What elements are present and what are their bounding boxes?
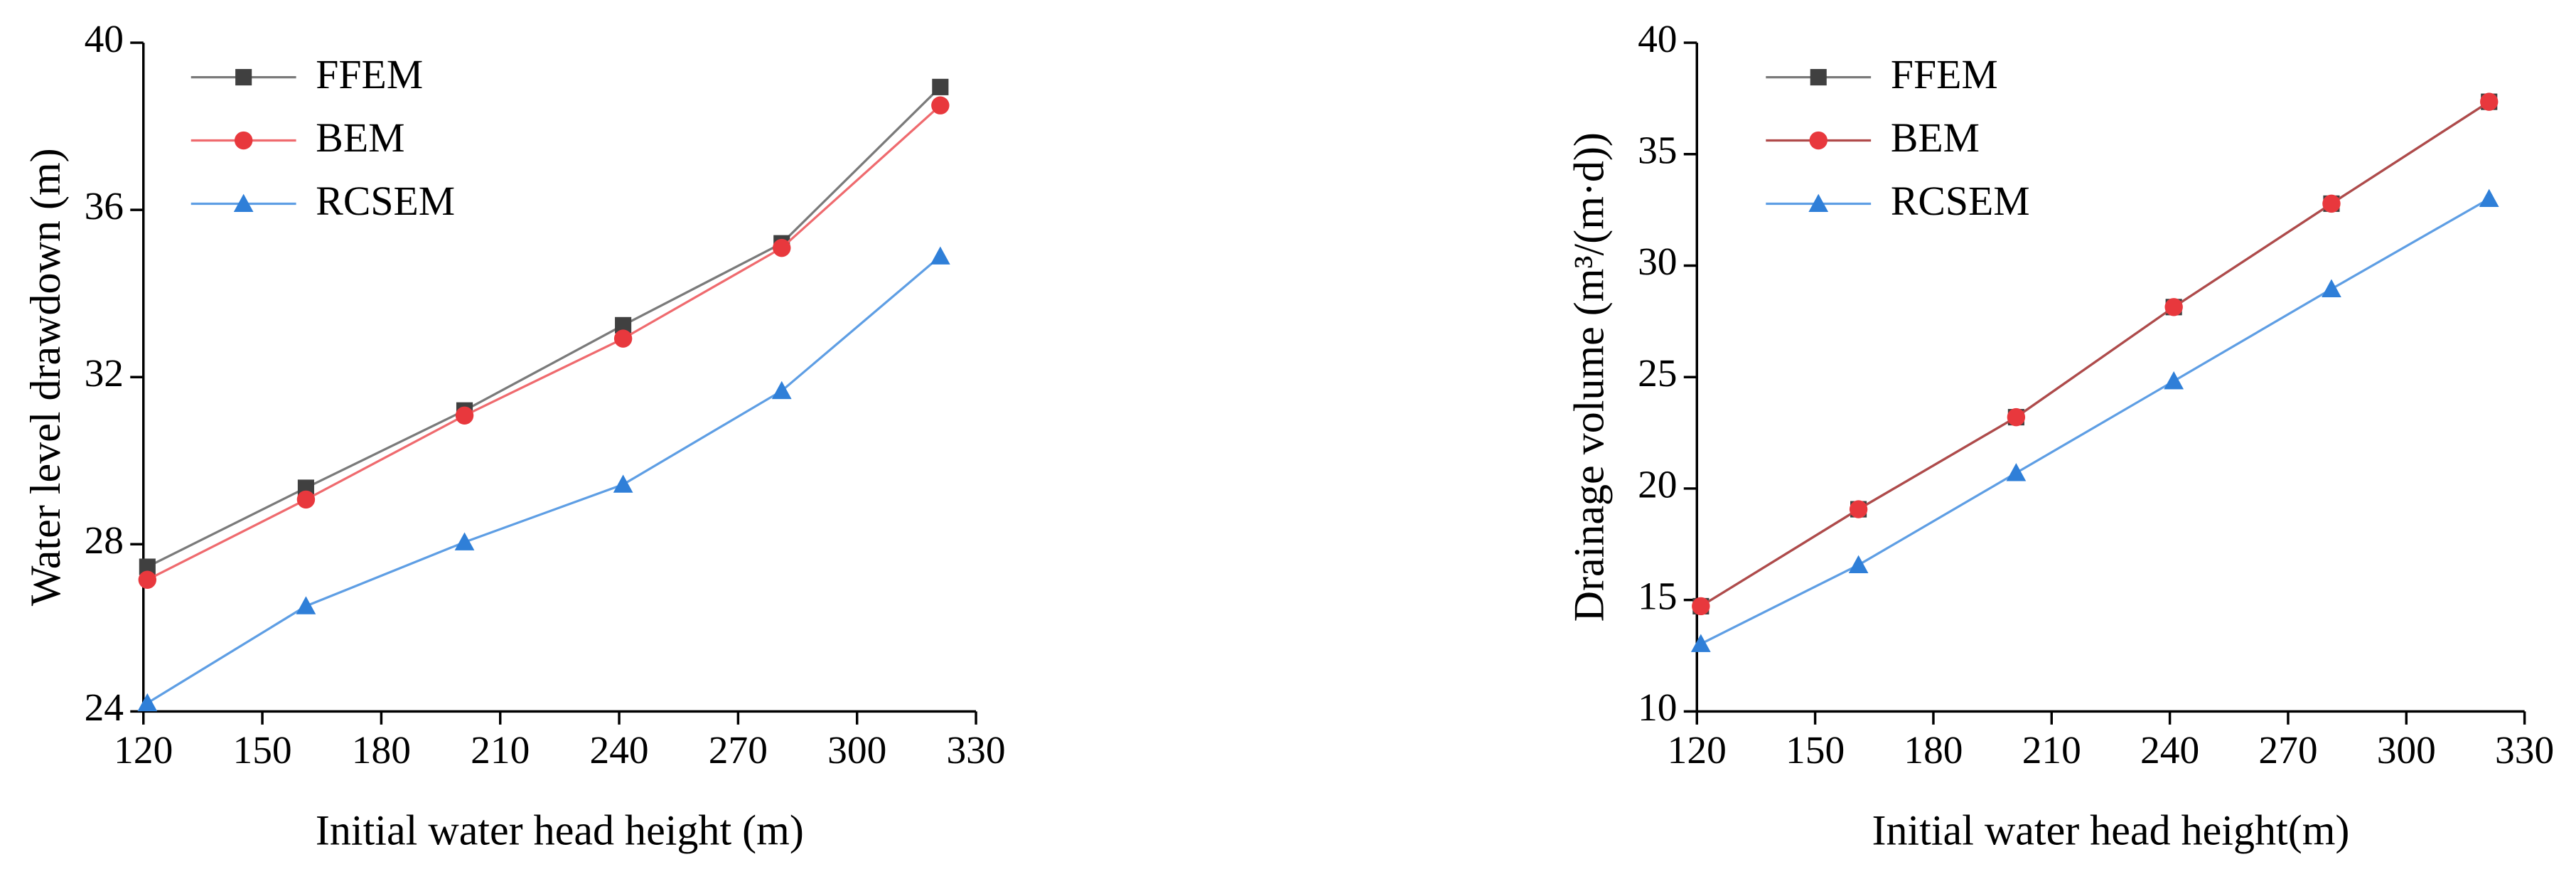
marker [773,238,791,257]
marker [613,329,633,348]
marker [455,406,474,425]
y-tick-label: 25 [1638,351,1677,395]
series-line [146,255,941,704]
legend-marker [1810,69,1827,86]
legend-marker [235,69,252,86]
marker [1692,597,1710,616]
legend-label: BEM [316,116,404,161]
marker [930,246,950,265]
marker [1848,555,1869,573]
x-tick-label: 120 [1668,728,1727,772]
marker [2164,298,2183,316]
legend-label: RCSEM [1891,179,2030,224]
x-tick-label: 180 [352,728,411,772]
y-axis-label: Water level drawdown (m) [21,148,69,606]
marker [932,78,949,95]
y-tick-label: 32 [85,351,124,395]
marker [296,596,316,614]
marker [2322,194,2341,213]
marker [2007,407,2026,427]
x-tick-label: 270 [709,728,768,772]
legend-label: RCSEM [316,179,455,224]
x-tick-label: 180 [1904,728,1963,772]
x-tick-label: 330 [2495,728,2554,772]
x-tick-label: 210 [471,728,530,772]
marker [2479,188,2499,208]
x-tick-label: 210 [2022,728,2081,772]
marker [138,570,157,589]
marker [454,532,475,550]
x-tick-label: 150 [232,728,291,772]
marker [931,96,950,114]
x-tick-label: 300 [827,728,886,772]
y-tick-label: 15 [1638,574,1677,617]
x-tick-label: 150 [1786,728,1845,772]
marker [139,558,156,575]
y-tick-label: 40 [85,17,124,60]
marker [771,380,792,400]
marker [613,474,633,493]
legend-marker [1809,131,1828,150]
y-tick-label: 36 [85,184,124,228]
legend-marker [1808,193,1829,213]
x-axis-label: Initial water head height (m) [316,806,804,853]
legend-label: FFEM [316,53,423,97]
x-axis-label: Initial water head height(m) [1872,806,2349,853]
series-line [1700,198,2490,645]
x-tick-label: 270 [2258,728,2317,772]
marker [1849,500,1868,518]
marker [2164,371,2184,390]
y-tick-label: 40 [1638,17,1677,60]
marker [2480,92,2499,111]
series-line [146,105,941,581]
x-tick-label: 300 [2377,728,2436,772]
marker [137,693,158,712]
x-tick-label: 240 [2140,728,2199,772]
y-tick-label: 24 [85,686,124,729]
marker [1690,634,1711,652]
x-tick-label: 240 [589,728,648,772]
series-line [146,86,941,568]
marker [2006,463,2027,481]
marker [2322,279,2341,297]
x-tick-label: 120 [114,728,173,772]
y-tick-label: 35 [1638,129,1677,172]
y-tick-label: 30 [1638,240,1677,283]
marker [296,490,316,509]
legend-label: BEM [1891,116,1980,161]
y-tick-label: 10 [1638,686,1677,729]
y-tick-label: 20 [1638,463,1677,506]
series-line [1700,100,2490,607]
legend-marker [233,193,254,213]
legend-label: FFEM [1891,53,1998,97]
legend-marker [234,131,253,150]
y-tick-label: 28 [85,518,124,562]
x-tick-label: 330 [946,728,1005,772]
marker [615,316,632,334]
y-axis-label: Drainage volume (m³/(m·d)) [1565,132,1612,622]
